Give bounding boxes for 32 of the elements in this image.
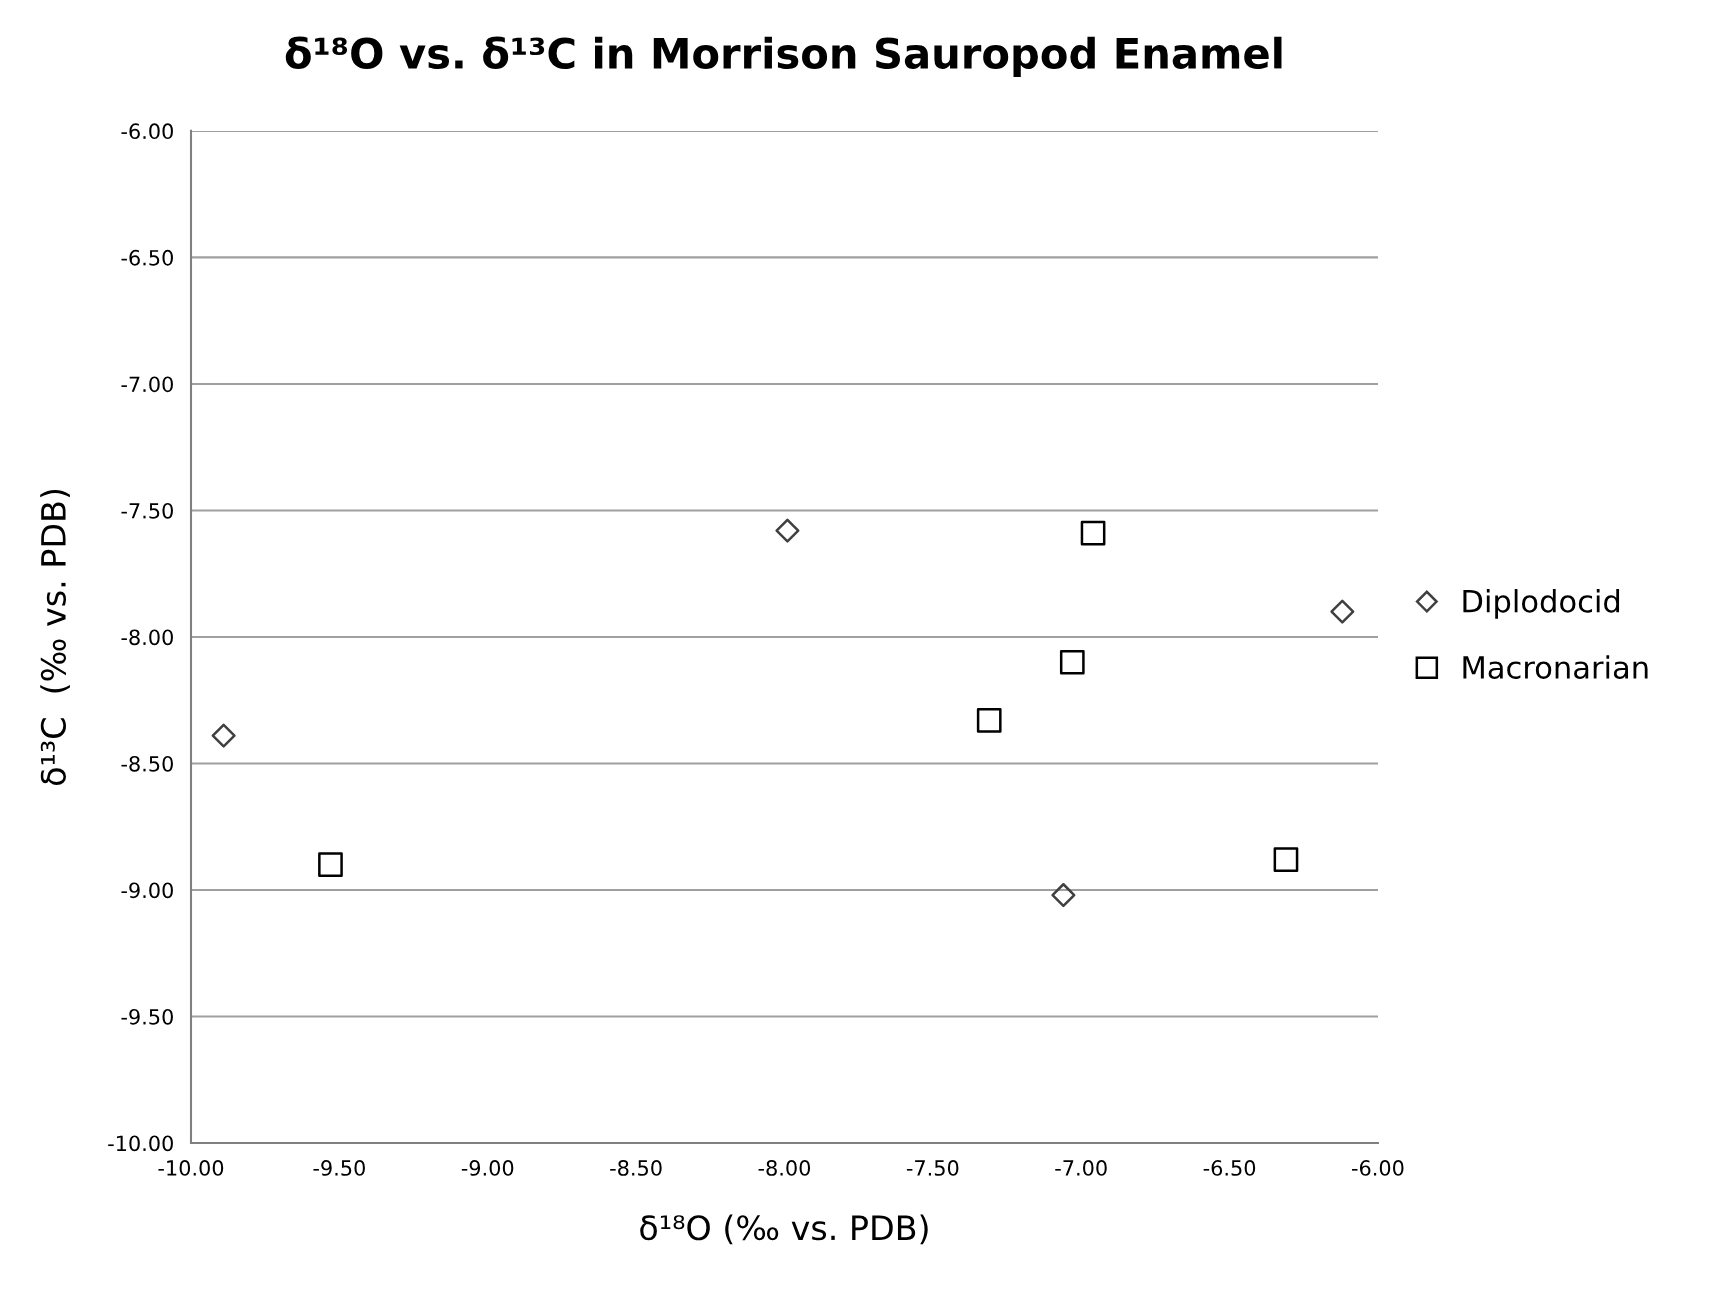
x-axis-title: δ¹⁸O (‰ vs. PDB): [640, 1214, 928, 1245]
x-tick-label: -10.00: [158, 1160, 224, 1176]
point: [318, 852, 343, 878]
y-tick-label: -9.50: [121, 1008, 173, 1025]
y-tick-label: -6.50: [121, 249, 173, 266]
y-tick-label: -6.00: [121, 123, 173, 140]
point: [211, 723, 236, 748]
x-tick-label: -6.50: [1203, 1160, 1256, 1176]
x-tick-label: -6.00: [1352, 1160, 1404, 1176]
point: [976, 708, 1002, 733]
y-tick-label: -10.00: [108, 1135, 173, 1152]
x-tick-label: -8.00: [758, 1160, 811, 1176]
point: [1273, 847, 1299, 872]
y-tick-label: -8.50: [121, 755, 173, 772]
y-tick-label: -7.00: [121, 376, 173, 393]
x-tick-label: -7.50: [906, 1160, 959, 1176]
chart-title: δ¹⁸O vs. δ¹³C in Morrison Sauropod Enamel: [285, 36, 1282, 78]
y-axis-title: δ¹³C (‰ vs. PDB): [40, 489, 70, 786]
point: [1080, 520, 1106, 546]
point: [1051, 883, 1076, 908]
x-tick-label: -7.00: [1055, 1160, 1107, 1176]
x-tick-label: -9.00: [461, 1160, 514, 1176]
x-tick-label: -9.50: [313, 1160, 365, 1176]
point: [1059, 649, 1085, 675]
point: [1330, 599, 1355, 624]
y-tick-label: -9.00: [121, 882, 173, 899]
x-tick-label: -8.50: [610, 1160, 662, 1176]
y-tick-label: -7.50: [121, 502, 173, 519]
y-tick-label: -8.00: [121, 629, 173, 646]
point: [775, 518, 800, 543]
legend-label: Macronarian: [1463, 655, 1648, 679]
legend-label: Diplodocid: [1463, 589, 1620, 619]
